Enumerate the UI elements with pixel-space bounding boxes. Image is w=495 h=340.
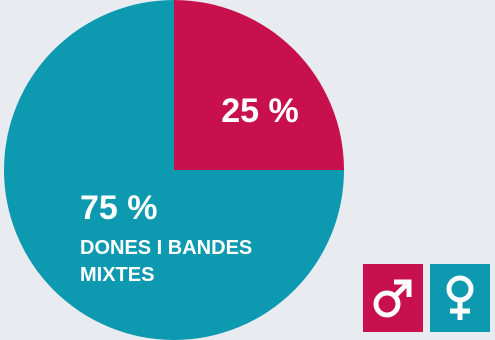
pie-slice-75 <box>4 0 344 340</box>
slice-caption-line-1: DONES I BANDES <box>80 237 252 259</box>
legend-female <box>430 264 490 332</box>
male-symbol-icon <box>373 279 412 318</box>
female-symbol-icon <box>446 275 474 320</box>
slice-caption-line-2: MIXTES <box>80 264 154 286</box>
slice-label-25: 25 % <box>221 92 299 130</box>
slice-label-75: 75 % <box>80 189 158 227</box>
pie-slice-25 <box>174 0 344 170</box>
legend-male <box>363 264 423 332</box>
